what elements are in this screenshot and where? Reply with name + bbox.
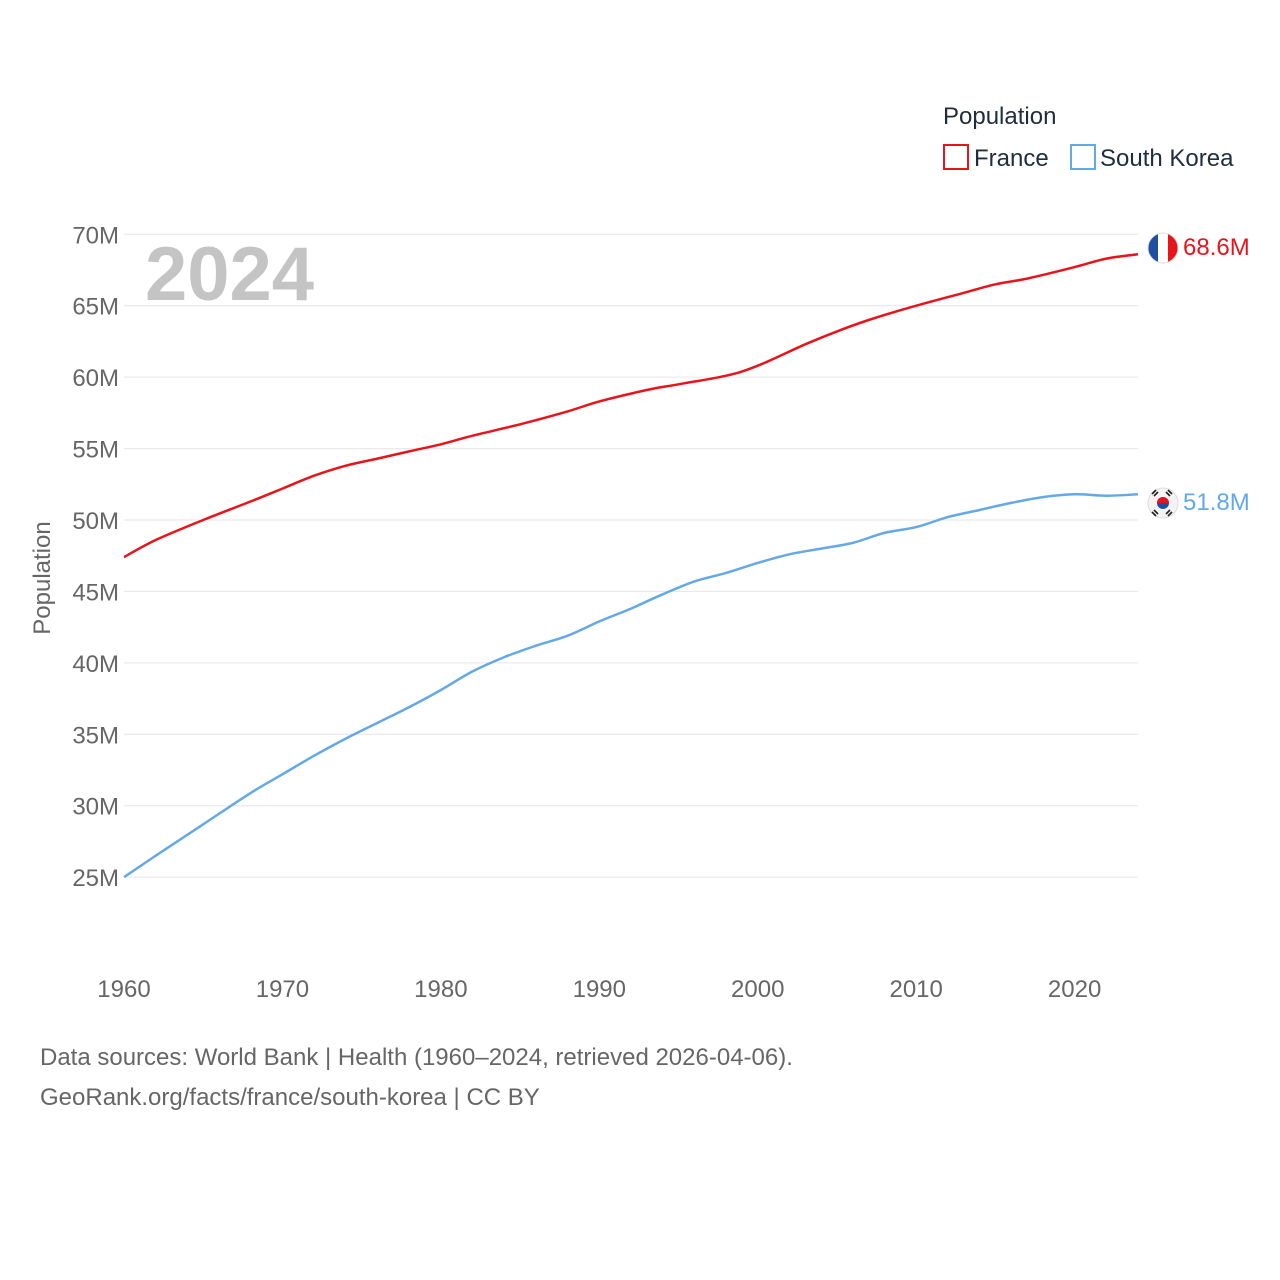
source-link[interactable]: GeoRank.org/facts/france/south-korea | C… <box>40 1084 540 1111</box>
legend-title: Population <box>943 103 1056 130</box>
x-tick-label: 1970 <box>256 976 309 1003</box>
gridlines <box>124 233 1138 878</box>
x-tick-label: 2010 <box>889 976 942 1003</box>
france-flag-icon <box>1147 232 1179 264</box>
source-note: Data sources: World Bank | Health (1960–… <box>40 1044 793 1071</box>
y-tick-label: 25M <box>72 865 119 892</box>
y-axis-ticks: 25M 30M 35M 40M 45M 50M 55M 60M 65M 70M <box>72 222 119 892</box>
x-axis-ticks: 1960 1970 1980 1990 2000 2010 2020 <box>97 976 1101 1003</box>
legend-swatch-south-korea <box>1070 144 1096 170</box>
legend-label-south-korea: South Korea <box>1100 145 1234 172</box>
legend-label-france: France <box>974 145 1049 172</box>
y-tick-label: 70M <box>72 222 119 249</box>
y-tick-label: 40M <box>72 651 119 678</box>
south-korea-flag-icon <box>1147 487 1179 519</box>
y-tick-label: 35M <box>72 722 119 749</box>
x-tick-label: 2000 <box>731 976 784 1003</box>
legend-swatch-france <box>943 144 969 170</box>
france-end-label: 68.6M <box>1183 234 1250 261</box>
x-tick-label: 2020 <box>1048 976 1101 1003</box>
legend: Population France South Korea <box>943 103 1234 172</box>
current-year-label: 2024 <box>145 232 314 317</box>
x-tick-label: 1990 <box>573 976 626 1003</box>
y-tick-label: 55M <box>72 437 119 464</box>
y-tick-label: 60M <box>72 365 119 392</box>
y-axis-title: Population <box>29 521 56 634</box>
series-line-france <box>123 253 1139 559</box>
x-tick-label: 1960 <box>97 976 150 1003</box>
y-tick-label: 45M <box>72 579 119 606</box>
y-tick-label: 65M <box>72 294 119 321</box>
south-korea-end-label: 51.8M <box>1183 489 1250 516</box>
series-lines <box>123 253 1139 879</box>
x-tick-label: 1980 <box>414 976 467 1003</box>
series-line-south-korea <box>123 493 1139 879</box>
y-tick-label: 50M <box>72 508 119 535</box>
y-tick-label: 30M <box>72 794 119 821</box>
